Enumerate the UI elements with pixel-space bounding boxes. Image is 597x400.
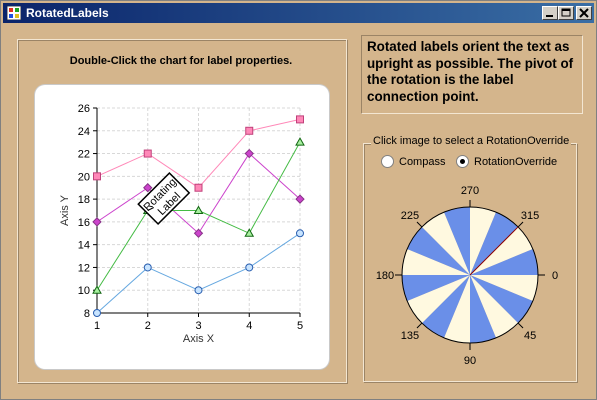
maximize-button[interactable]	[558, 6, 574, 20]
rotation-override-radio-label: RotationOverride	[474, 155, 558, 168]
dial-segment	[443, 207, 470, 275]
y-tick-label: 24	[78, 126, 90, 138]
app-icon	[7, 6, 21, 20]
dial-segment	[402, 248, 470, 275]
dial-segment	[470, 212, 519, 275]
dial-label: 90	[464, 355, 476, 367]
window-title: RotatedLabels	[26, 6, 109, 20]
rotating-label-box	[137, 171, 191, 226]
dial-segment	[407, 226, 470, 275]
dial-tick	[416, 221, 423, 228]
dial-segment	[470, 226, 533, 275]
y-tick-label: 8	[84, 308, 90, 320]
data-point	[93, 172, 101, 181]
compass-radio-label: Compass	[399, 155, 446, 168]
dial-label: 315	[521, 210, 539, 222]
dial-label: 270	[461, 185, 479, 197]
dial-needle	[469, 226, 519, 276]
x-tick-label: 4	[246, 320, 252, 332]
title-bar[interactable]: RotatedLabels	[3, 3, 594, 23]
dial-segment	[470, 207, 497, 275]
dial-label: 0	[552, 270, 558, 282]
data-point	[92, 217, 102, 227]
close-button[interactable]	[576, 6, 592, 20]
data-point	[143, 263, 152, 272]
dial-segment	[421, 275, 470, 338]
dial-segment	[470, 248, 538, 275]
close-icon	[579, 8, 589, 18]
chart-instruction: Double-Click the chart for label propert…	[69, 55, 293, 67]
y-axis-title: Axis Y	[59, 194, 71, 226]
x-tick-label: 1	[94, 320, 100, 332]
dial-tick	[416, 322, 423, 329]
data-point	[194, 286, 203, 295]
dial-segment	[421, 212, 470, 275]
data-point	[93, 309, 101, 317]
maximize-icon	[561, 8, 571, 17]
dial-label: 135	[401, 330, 419, 342]
minimize-button[interactable]	[542, 6, 558, 20]
y-tick-label: 18	[78, 194, 90, 206]
dial-segment	[470, 275, 533, 324]
dial-segment	[443, 275, 470, 343]
y-tick-label: 26	[78, 103, 90, 115]
dial-segment	[402, 275, 470, 302]
rotation-dial[interactable]: 270 315 0 45 90 135 180 225	[363, 179, 577, 369]
rotation-override-radio-dot[interactable]	[456, 155, 469, 168]
compass-radio[interactable]: Compass	[381, 155, 445, 168]
dial-tick	[517, 221, 524, 228]
data-point	[296, 229, 304, 238]
info-text: Rotated labels orient the text as uprigh…	[361, 35, 583, 114]
data-point	[143, 149, 152, 158]
dial-tick	[517, 322, 524, 329]
y-tick-label: 10	[78, 285, 90, 297]
data-point	[245, 126, 254, 135]
compass-radio-dot[interactable]	[381, 155, 394, 168]
data-point	[143, 183, 153, 193]
dial-segment	[407, 275, 470, 324]
data-point	[244, 228, 255, 237]
dial-segment	[470, 275, 538, 302]
rotation-group-legend: Click image to select a RotationOverride	[371, 135, 572, 147]
dial-label: 45	[524, 330, 536, 342]
x-tick-label: 3	[195, 320, 201, 332]
data-point	[296, 115, 304, 124]
rotating-label-connector	[147, 207, 154, 211]
data-point	[295, 194, 305, 204]
y-tick-label: 20	[78, 171, 90, 183]
data-point	[92, 285, 102, 294]
data-point	[245, 263, 254, 272]
x-tick-label: 5	[297, 320, 303, 332]
minimize-icon	[546, 15, 553, 17]
y-tick-label: 22	[78, 149, 90, 161]
data-point	[295, 137, 305, 146]
dial-label: 225	[401, 210, 419, 222]
y-tick-label: 16	[78, 217, 90, 229]
dial-label: 180	[376, 270, 394, 282]
data-point	[193, 228, 204, 238]
data-point	[244, 148, 254, 159]
y-tick-label: 14	[78, 240, 90, 252]
x-tick-label: 2	[145, 320, 151, 332]
x-axis-title: Axis X	[183, 333, 215, 345]
dial-segment	[470, 275, 497, 343]
rotation-override-radio[interactable]: RotationOverride	[456, 155, 557, 168]
dial-segment	[470, 275, 519, 338]
chart-group	[17, 39, 347, 383]
chart-area[interactable]: 8 10 12 14 16 18 20 22 24 26 1 2 3 4 5 Axis X Axis Y Rota…	[35, 85, 329, 369]
y-tick-label: 12	[78, 262, 90, 274]
data-point	[193, 205, 204, 214]
data-point	[194, 183, 203, 192]
